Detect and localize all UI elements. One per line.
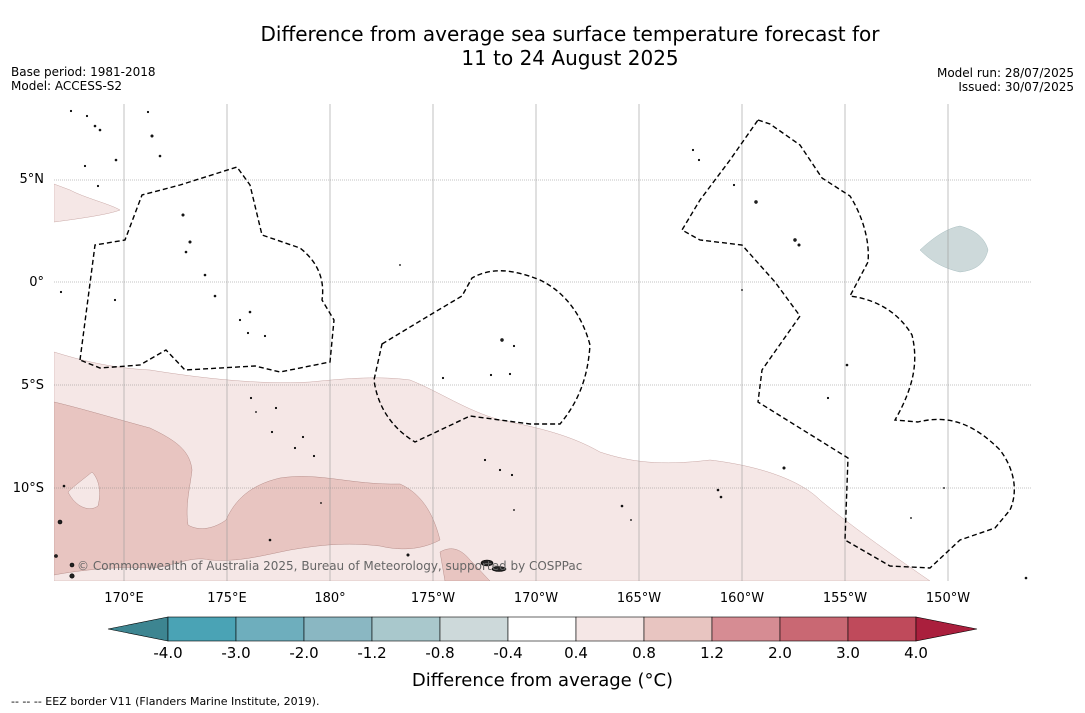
colorbar-tick-label: -0.4 bbox=[493, 644, 522, 662]
anomaly-hole bbox=[67, 471, 100, 509]
lon-tick-label: 155°W bbox=[823, 591, 867, 606]
colorbar: -4.0 -3.0 -2.0 -1.2 -0.8 -0.4 0.4 0.8 1.2 2.0 3.0 4… bbox=[107, 616, 978, 662]
model-run: Model run: 28/07/2025 bbox=[936, 66, 1074, 80]
latitude-ticks: 5°N 0° 5°S 10°S bbox=[13, 172, 44, 496]
copyright-text: © Commonwealth of Australia 2025, Bureau… bbox=[77, 559, 582, 573]
colorbar-tick-label: 1.2 bbox=[700, 644, 724, 662]
lat-tick-label: 5°S bbox=[21, 378, 44, 393]
lat-tick-label: 10°S bbox=[13, 481, 44, 496]
anomaly-region-cool bbox=[919, 225, 989, 273]
issued-date: Issued: 30/07/2025 bbox=[958, 80, 1074, 94]
islands bbox=[54, 109, 1028, 580]
map-plot-area: © Commonwealth of Australia 2025, Bureau… bbox=[54, 104, 1031, 581]
lon-tick-label: 175°W bbox=[411, 591, 455, 606]
lat-tick-label: 0° bbox=[29, 275, 44, 290]
model-name: Model: ACCESS-S2 bbox=[11, 79, 123, 93]
colorbar-tick-label: 2.0 bbox=[768, 644, 792, 662]
colorbar-segment bbox=[507, 616, 577, 642]
lon-tick-label: 160°W bbox=[720, 591, 764, 606]
title-line-2: 11 to 24 August 2025 bbox=[461, 46, 679, 70]
anomaly-region-light-north bbox=[54, 183, 121, 223]
colorbar-segment bbox=[303, 616, 373, 642]
colorbar-tick-label: -0.8 bbox=[425, 644, 454, 662]
colorbar-tick-label: 0.8 bbox=[632, 644, 656, 662]
meta-left: Base period: 1981-2018 Model: ACCESS-S2 bbox=[11, 65, 156, 93]
colorbar-segment bbox=[643, 616, 713, 642]
eez-phoenix bbox=[373, 270, 591, 443]
base-period: Base period: 1981-2018 bbox=[11, 65, 156, 79]
colorbar-tick-label: -4.0 bbox=[153, 644, 182, 662]
colorbar-over-arrow bbox=[915, 616, 978, 642]
lon-tick-label: 165°W bbox=[617, 591, 661, 606]
longitude-ticks: 170°E 175°E 180° 175°W 170°W 165°W 160°W 155°W 1… bbox=[104, 591, 970, 606]
anomaly-region-medium bbox=[54, 401, 441, 576]
eez-line-islands bbox=[681, 119, 1015, 569]
colorbar-tick-label: -2.0 bbox=[289, 644, 318, 662]
colorbar-under-arrow bbox=[107, 616, 169, 642]
colorbar-segment bbox=[779, 616, 849, 642]
colorbar-tick-label: -1.2 bbox=[357, 644, 386, 662]
eez-legend: -- -- -- EEZ border V11 (Flanders Marine… bbox=[11, 695, 320, 708]
colorbar-tick-label: 3.0 bbox=[836, 644, 860, 662]
lon-tick-label: 150°W bbox=[926, 591, 970, 606]
lat-tick-label: 5°N bbox=[20, 172, 45, 187]
eez-kiribati-gilbert bbox=[79, 166, 335, 373]
colorbar-segment bbox=[847, 616, 917, 642]
colorbar-segment bbox=[371, 616, 441, 642]
colorbar-tick-label: 4.0 bbox=[904, 644, 928, 662]
colorbar-segment bbox=[711, 616, 781, 642]
lon-tick-label: 170°W bbox=[514, 591, 558, 606]
colorbar-segment bbox=[439, 616, 509, 642]
colorbar-segment bbox=[167, 616, 237, 642]
map-title: Difference from average sea surface temp… bbox=[0, 22, 1085, 70]
anomaly-region-medium-south bbox=[439, 548, 491, 581]
lon-tick-label: 180° bbox=[314, 591, 345, 606]
title-line-1: Difference from average sea surface temp… bbox=[260, 22, 880, 46]
colorbar-title: Difference from average (°C) bbox=[411, 670, 674, 691]
colorbar-tick-label: 0.4 bbox=[564, 644, 588, 662]
meta-right: Model run: 28/07/2025 Issued: 30/07/2025 bbox=[937, 66, 1074, 94]
lon-tick-label: 170°E bbox=[104, 591, 144, 606]
colorbar-tick-label: -3.0 bbox=[221, 644, 250, 662]
lon-tick-label: 175°E bbox=[207, 591, 247, 606]
eez-borders bbox=[79, 119, 1015, 569]
colorbar-segment bbox=[235, 616, 305, 642]
colorbar-segment bbox=[575, 616, 645, 642]
grid-meridians bbox=[123, 104, 949, 581]
